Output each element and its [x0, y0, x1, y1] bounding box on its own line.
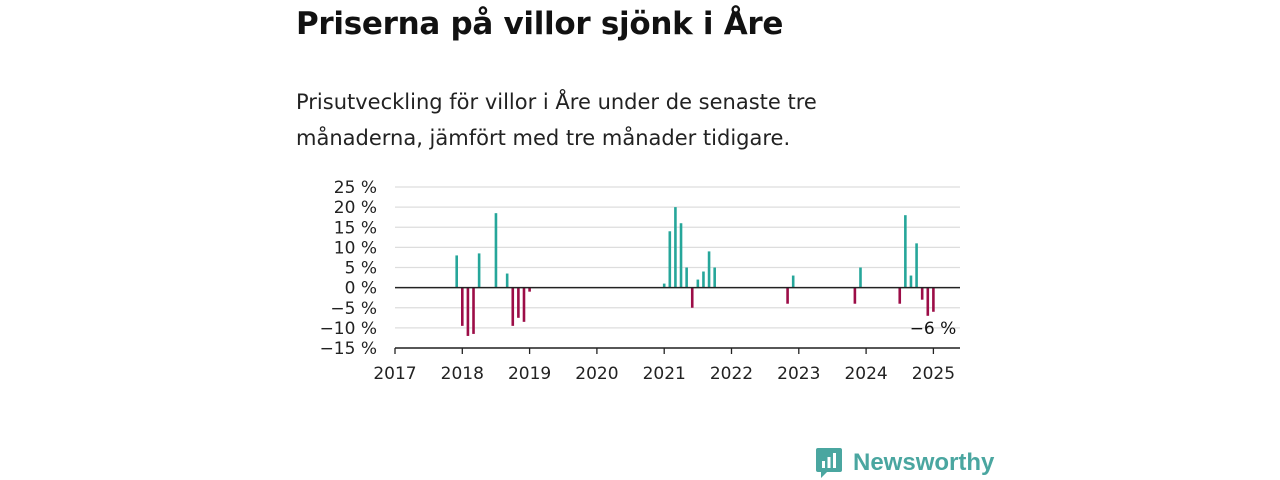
bar [791, 275, 795, 288]
y-tick-label: 15 % [334, 218, 377, 238]
brand-name: Newsworthy [853, 449, 995, 476]
y-tick-label: 0 % [345, 279, 377, 299]
x-tick-label: 2022 [710, 364, 753, 384]
bar [909, 275, 913, 288]
x-tick-label: 2017 [373, 364, 416, 384]
bar [679, 223, 683, 288]
newsworthy-logo-icon [816, 448, 842, 478]
bar [898, 287, 902, 304]
x-tick-label: 2019 [508, 364, 551, 384]
y-tick-label: −5 % [330, 299, 377, 319]
bar [685, 267, 688, 288]
y-tick-label: 5 % [345, 259, 377, 279]
bar [690, 287, 694, 308]
x-tick-label: 2020 [575, 364, 618, 384]
bar [494, 213, 498, 288]
last-value-annotation: −6 % [910, 319, 957, 339]
x-tick-label: 2021 [643, 364, 686, 384]
bar [926, 287, 930, 316]
bar [674, 207, 677, 288]
bar [915, 243, 918, 288]
axes [394, 286, 960, 354]
bar [511, 287, 515, 326]
y-tick-label: 20 % [334, 198, 377, 218]
bar [932, 287, 935, 312]
bar [477, 253, 481, 288]
bar [662, 283, 666, 288]
bar-chart: 25 %20 %15 %10 %5 %0 %−5 %−10 %−15 % 2017… [320, 178, 960, 384]
y-tick-label: 10 % [334, 238, 377, 258]
bar [920, 287, 924, 300]
bar [707, 251, 711, 288]
bar [668, 231, 672, 288]
bar [713, 267, 716, 288]
bar [522, 287, 526, 322]
bar [517, 287, 520, 318]
x-tick-label: 2024 [844, 364, 887, 384]
bar [786, 287, 789, 304]
tick-labels: 25 %20 %15 %10 %5 %0 %−5 %−10 %−15 % 2017… [320, 178, 955, 384]
bar [455, 255, 458, 288]
y-tick-label: 25 % [334, 178, 377, 198]
bar [853, 287, 857, 304]
bar [461, 287, 464, 326]
chart-subtitle: Prisutveckling för villor i Åre under de… [296, 90, 817, 150]
x-tick-label: 2018 [441, 364, 484, 384]
bars [455, 207, 935, 336]
bar [505, 273, 509, 288]
bar [904, 215, 907, 288]
bar [702, 271, 705, 288]
newsworthy-brand: Newsworthy [815, 446, 994, 480]
bar [859, 267, 862, 288]
bar [528, 287, 531, 292]
chart-title: Priserna på villor sjönk i Åre [296, 6, 784, 42]
x-tick-label: 2023 [777, 364, 820, 384]
bar [472, 287, 475, 334]
y-tick-label: −10 % [320, 319, 377, 339]
bar [466, 287, 470, 336]
bar [696, 279, 700, 288]
y-tick-label: −15 % [320, 339, 377, 359]
x-tick-label: 2025 [912, 364, 955, 384]
